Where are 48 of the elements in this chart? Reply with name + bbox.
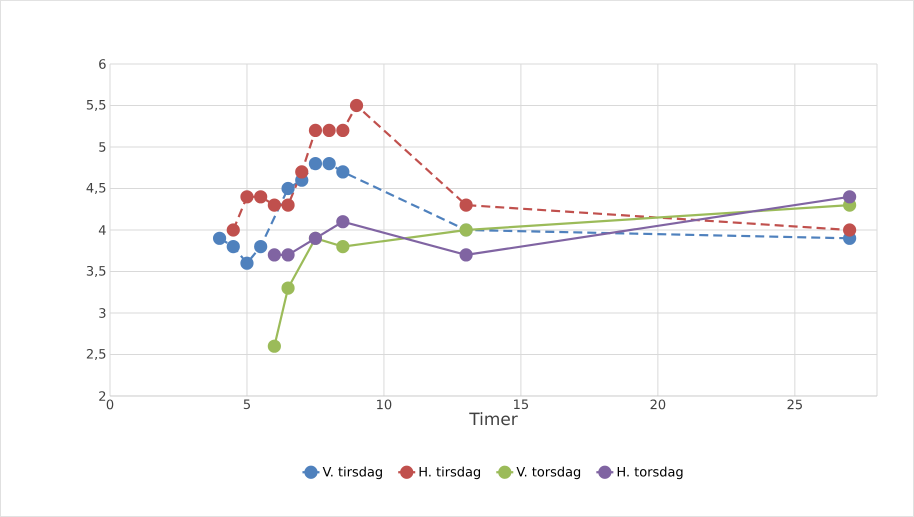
point xyxy=(281,198,295,212)
point xyxy=(322,157,336,170)
y-tick-label: 3,5 xyxy=(86,266,106,278)
point xyxy=(240,190,254,204)
legend-label: H. torsdag xyxy=(618,466,682,480)
x-tick-label: 15 xyxy=(514,400,528,410)
legend-label: V. tirsdag xyxy=(322,466,382,480)
point xyxy=(350,98,364,112)
y-tick-label: 5,5 xyxy=(86,100,106,111)
legend-label: H. tirsdag xyxy=(420,466,480,480)
y-tick-label: 2 xyxy=(99,391,106,401)
point xyxy=(336,165,350,178)
y-tick-label: 2,5 xyxy=(86,348,106,360)
point xyxy=(226,223,240,237)
point xyxy=(254,190,268,204)
point xyxy=(281,182,295,196)
point xyxy=(212,232,226,245)
point xyxy=(281,282,295,295)
point xyxy=(295,165,308,178)
point xyxy=(843,223,856,237)
point xyxy=(843,190,856,204)
point xyxy=(460,248,473,262)
point xyxy=(308,124,322,137)
point xyxy=(254,240,268,254)
point xyxy=(308,157,322,170)
point xyxy=(268,340,281,353)
y-tick-label: 6 xyxy=(99,59,106,69)
point xyxy=(322,124,336,137)
point xyxy=(460,198,473,212)
x-tick-label: 0 xyxy=(106,400,114,410)
point xyxy=(336,124,350,137)
point xyxy=(336,215,350,228)
y-tick-label: 4 xyxy=(98,225,106,235)
x-tick-label: 20 xyxy=(650,400,666,410)
y-tick-label: 5 xyxy=(99,142,106,152)
point xyxy=(268,248,281,262)
point xyxy=(336,240,350,254)
legend-label: V. torsdag xyxy=(516,466,580,480)
point xyxy=(268,198,281,212)
x-axis-title: Timer xyxy=(469,412,518,426)
x-tick-label: 5 xyxy=(244,400,250,410)
y-tick-label: 3 xyxy=(99,308,106,318)
x-tick-label: 10 xyxy=(377,400,392,410)
point xyxy=(226,240,240,254)
x-tick-label: 25 xyxy=(788,400,802,410)
point xyxy=(240,256,254,270)
point xyxy=(281,248,295,262)
y-tick-label: 4,5 xyxy=(86,183,106,194)
